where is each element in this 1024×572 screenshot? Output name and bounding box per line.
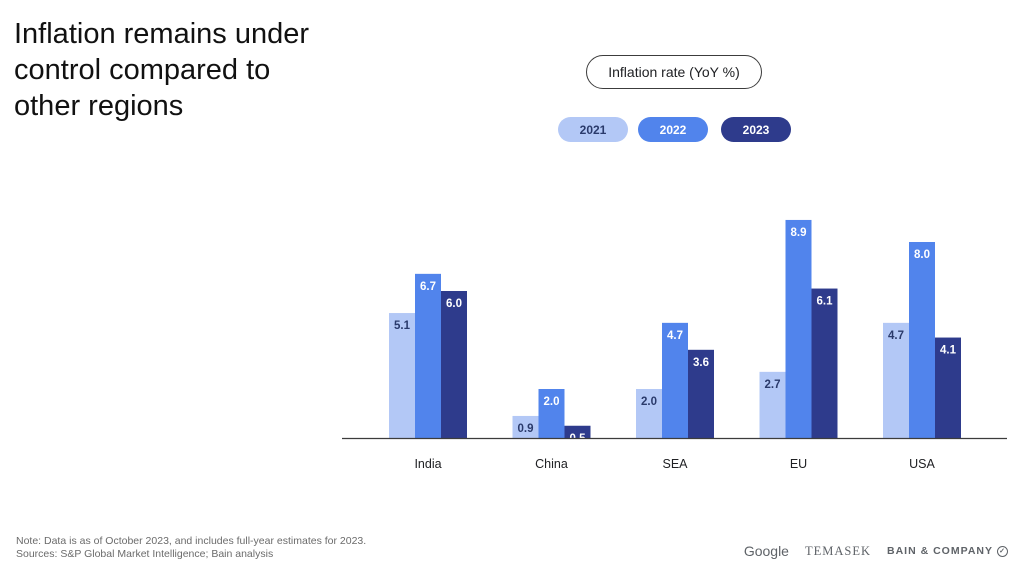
partner-logos: Google TEMASEK BAIN & COMPANY ✓ xyxy=(744,543,1008,559)
bar-label-india-2023: 6.0 xyxy=(446,298,462,310)
bar-china-2022 xyxy=(538,389,565,438)
bar-label-eu-2022: 8.9 xyxy=(791,227,807,239)
bar-usa-2022 xyxy=(909,242,935,438)
category-label-china: China xyxy=(535,457,568,471)
bar-label-sea-2023: 3.6 xyxy=(693,357,709,369)
bar-usa-2023 xyxy=(935,337,961,438)
legend-item-2023: 2023 xyxy=(721,117,791,142)
bar-label-usa-2022: 8.0 xyxy=(914,249,930,261)
chart-title: Inflation rate (YoY %) xyxy=(586,55,762,89)
bar-label-usa-2023: 4.1 xyxy=(940,345,957,357)
bar-label-eu-2023: 6.1 xyxy=(817,296,834,308)
temasek-logo: TEMASEK xyxy=(804,543,872,558)
bar-eu-2023 xyxy=(811,288,838,438)
footnote-note: Note: Data is as of October 2023, and in… xyxy=(16,535,367,547)
google-logo: Google xyxy=(743,543,789,559)
bar-group-eu: 2.7 8.9 6.1 EU xyxy=(759,219,838,471)
category-label-sea: SEA xyxy=(662,457,688,471)
bar-sea-2023 xyxy=(688,349,714,438)
bar-label-sea-2022: 4.7 xyxy=(667,330,683,342)
legend-item-2021: 2021 xyxy=(558,117,628,142)
footnote-sources: Sources: S&P Global Market Intelligence;… xyxy=(16,547,274,560)
bar-china-2021 xyxy=(512,415,539,438)
bar-label-china-2021: 0.9 xyxy=(518,423,534,435)
bar-label-india-2022: 6.7 xyxy=(420,281,436,293)
bar-eu-2022 xyxy=(785,219,812,438)
category-label-eu: EU xyxy=(790,457,807,471)
bar-label-sea-2021: 2.0 xyxy=(641,396,657,408)
bar-label-india-2021: 5.1 xyxy=(394,320,411,332)
bar-sea-2021 xyxy=(636,389,662,438)
bar-india-2022 xyxy=(415,273,441,438)
bar-group-india: 5.1 6.7 6.0 India xyxy=(389,273,467,471)
footnote: Note: Data is as of October 2023, and in… xyxy=(16,535,366,560)
bar-india-2023 xyxy=(441,291,467,438)
bain-mark-icon: ✓ xyxy=(997,545,1008,557)
bar-group-sea: 2.0 4.7 3.6 SEA xyxy=(636,322,714,471)
bar-eu-2021 xyxy=(759,371,786,438)
bar-group-usa: 4.7 8.0 4.1 USA xyxy=(883,242,961,471)
bar-label-eu-2021: 2.7 xyxy=(765,379,781,391)
bar-chart: 5.16.76.0India0.92.00.5China2.04.73.6SEA… xyxy=(342,219,1007,471)
bar-usa-2021 xyxy=(883,322,909,438)
bar-china-2023 xyxy=(564,425,591,438)
page-title: Inflation remains under control compared… xyxy=(14,18,309,122)
bar-label-china-2022: 2.0 xyxy=(544,396,560,408)
bar-label-usa-2021: 4.7 xyxy=(888,330,904,342)
bar-india-2021 xyxy=(389,313,415,438)
bain-logo: BAIN & COMPANY ✓ xyxy=(887,545,1008,557)
bar-sea-2022 xyxy=(662,322,688,438)
bain-logo-text: BAIN & COMPANY xyxy=(887,545,993,557)
category-label-usa: USA xyxy=(909,457,935,471)
legend-item-2022: 2022 xyxy=(638,117,708,142)
category-label-india: India xyxy=(414,457,441,471)
